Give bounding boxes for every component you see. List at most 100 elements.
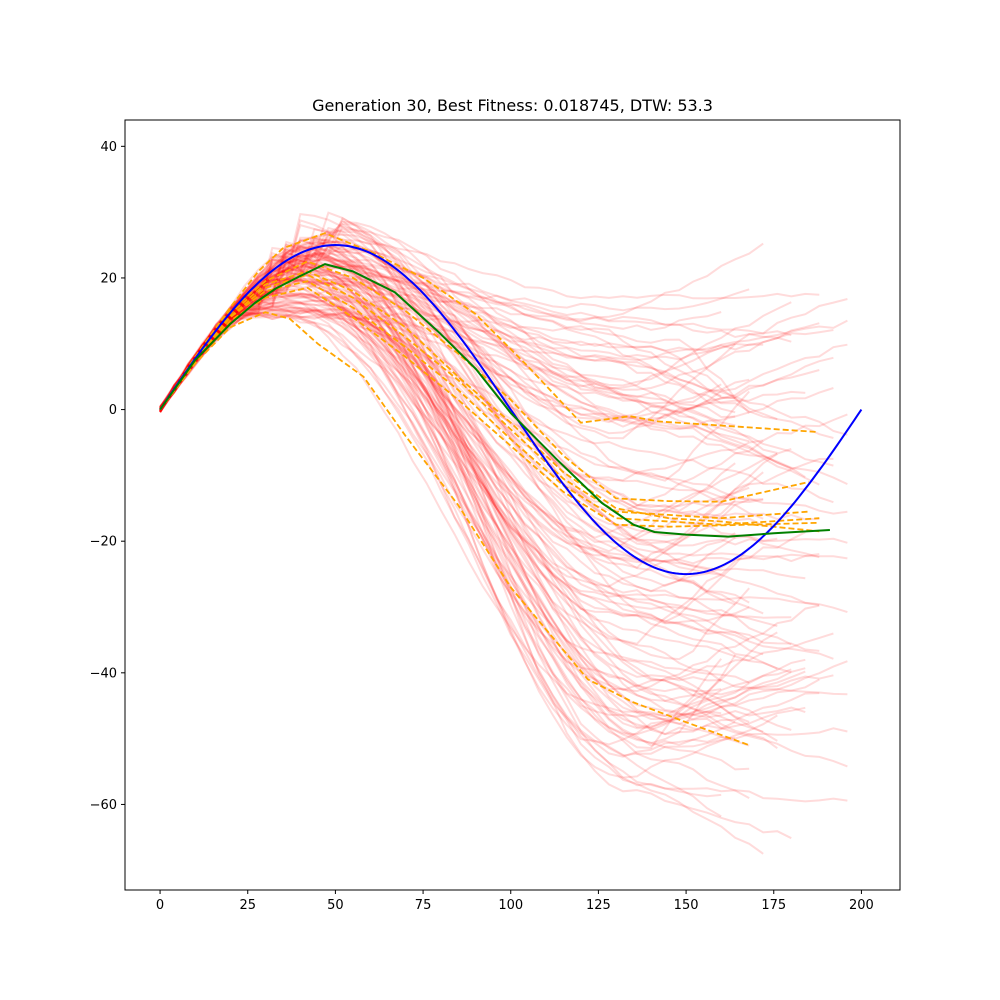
population-curve bbox=[159, 305, 764, 502]
population-curve bbox=[159, 279, 722, 798]
x-tick-label: 75 bbox=[415, 898, 432, 913]
plot-frame bbox=[124, 119, 901, 891]
population-curve bbox=[159, 245, 834, 426]
population-curve bbox=[159, 255, 792, 411]
population-curve bbox=[159, 255, 820, 412]
elite-series-line bbox=[159, 286, 820, 528]
population-curve bbox=[159, 212, 778, 527]
x-tick-label: 50 bbox=[327, 898, 344, 913]
population-curve bbox=[159, 309, 750, 623]
population-curve bbox=[159, 277, 750, 410]
population-curve bbox=[159, 311, 722, 682]
population-curve bbox=[159, 257, 848, 614]
population-curve bbox=[159, 304, 834, 431]
y-tick-label: −40 bbox=[90, 666, 117, 681]
population-curve bbox=[159, 313, 848, 436]
best-series-line bbox=[159, 263, 830, 538]
target-series-line bbox=[159, 244, 863, 576]
population-curve bbox=[159, 292, 736, 414]
population-curve bbox=[159, 246, 848, 486]
elite-series-line bbox=[159, 280, 820, 526]
population-curve bbox=[159, 265, 792, 409]
population-curve bbox=[159, 235, 750, 424]
x-tick-label: 125 bbox=[586, 898, 611, 913]
population-curve bbox=[159, 235, 722, 718]
elite-series-line bbox=[159, 273, 809, 520]
population-curve bbox=[159, 299, 806, 593]
population-curve bbox=[159, 278, 834, 702]
population-curve bbox=[159, 270, 736, 588]
population-curve bbox=[159, 290, 750, 661]
population-curve bbox=[159, 244, 722, 818]
population-curve bbox=[159, 244, 736, 408]
population-curve bbox=[159, 239, 820, 410]
y-tick-label: −60 bbox=[90, 798, 117, 813]
series-layer bbox=[159, 232, 863, 747]
population-curve bbox=[159, 305, 834, 504]
y-axis: −60 −40 −20 0 20 40 bbox=[90, 140, 125, 813]
x-tick-label: 25 bbox=[239, 898, 256, 913]
x-tick-label: 150 bbox=[674, 898, 699, 913]
population-curve bbox=[159, 252, 806, 728]
population-curve bbox=[159, 223, 848, 482]
population-curve bbox=[159, 269, 750, 414]
population-curve bbox=[159, 258, 750, 564]
population-curve bbox=[159, 298, 806, 717]
population-curve bbox=[159, 308, 750, 747]
x-tick-label: 175 bbox=[761, 898, 786, 913]
population-curve bbox=[159, 228, 848, 747]
population-curve bbox=[159, 248, 820, 652]
population-curve bbox=[159, 304, 737, 736]
x-tick-label: 100 bbox=[498, 898, 523, 913]
elite-series-line bbox=[159, 270, 820, 533]
population-curve bbox=[159, 297, 792, 646]
y-tick-label: 0 bbox=[109, 403, 117, 418]
y-tick-label: −20 bbox=[90, 535, 117, 550]
population-curve bbox=[159, 300, 750, 771]
population-curve bbox=[159, 303, 722, 693]
population-curve bbox=[159, 238, 750, 443]
population-curve bbox=[159, 267, 792, 539]
population-curve bbox=[159, 226, 764, 508]
population-curve bbox=[159, 284, 848, 696]
population-curve bbox=[159, 255, 834, 439]
x-tick-label: 200 bbox=[849, 898, 874, 913]
population-curve bbox=[159, 218, 792, 840]
population-curve bbox=[159, 220, 764, 520]
population-curve bbox=[159, 302, 736, 569]
x-axis: 0 25 50 75 100 125 150 175 200 bbox=[156, 890, 874, 913]
population-curve bbox=[159, 268, 750, 641]
population-curve bbox=[159, 255, 764, 412]
population-curve bbox=[159, 219, 820, 607]
population-curve bbox=[159, 301, 792, 410]
elite-series-line bbox=[159, 232, 816, 433]
population-curve bbox=[159, 240, 806, 721]
x-tick-label: 0 bbox=[156, 898, 164, 913]
population-curve bbox=[159, 311, 820, 521]
population-curve bbox=[159, 249, 778, 750]
population-curve bbox=[159, 308, 722, 408]
population-curve bbox=[159, 259, 834, 413]
population-curve bbox=[159, 245, 820, 558]
population-curve bbox=[159, 276, 848, 515]
population-curve bbox=[159, 246, 834, 467]
population-layer bbox=[159, 211, 848, 855]
population-curve bbox=[159, 258, 848, 768]
population-curve bbox=[159, 280, 848, 435]
population-curve bbox=[159, 216, 736, 757]
population-curve bbox=[159, 256, 778, 670]
population-curve bbox=[159, 240, 736, 553]
population-curve bbox=[159, 315, 848, 803]
elite-series-line bbox=[159, 311, 750, 747]
population-curve bbox=[159, 244, 736, 606]
population-curve bbox=[159, 293, 764, 656]
y-tick-label: 40 bbox=[100, 140, 117, 155]
population-curve bbox=[159, 260, 806, 758]
population-curve bbox=[159, 240, 792, 746]
population-curve bbox=[159, 239, 820, 745]
population-curve bbox=[159, 228, 806, 479]
chart-title: Generation 30, Best Fitness: 0.018745, D… bbox=[312, 96, 713, 115]
y-tick-label: 20 bbox=[100, 271, 117, 286]
